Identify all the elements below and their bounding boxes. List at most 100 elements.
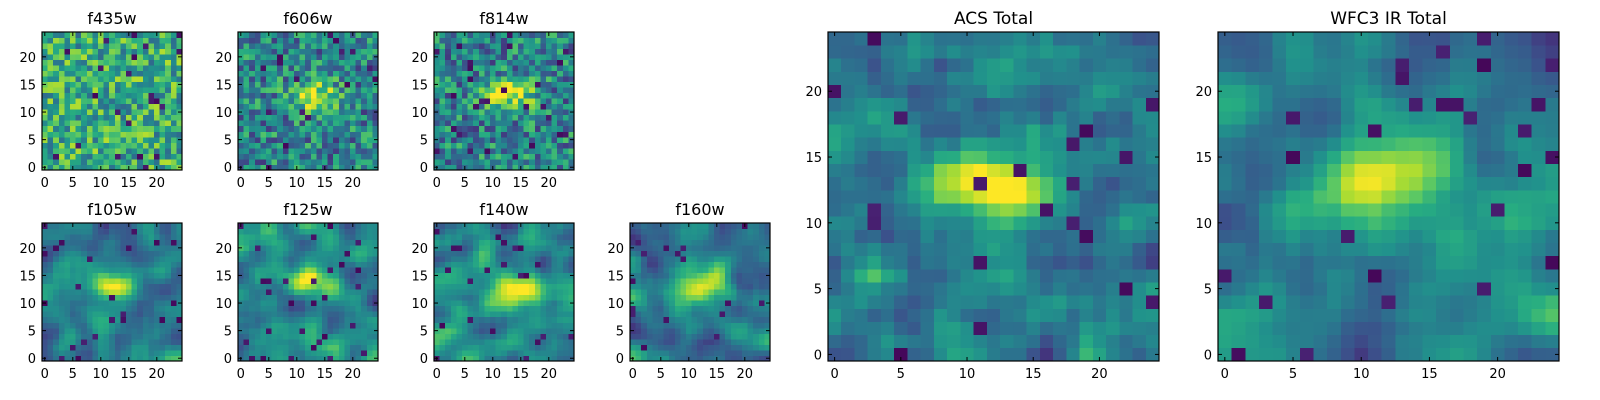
x-tick-label: 20	[541, 367, 558, 382]
heatmap-cell	[86, 109, 93, 116]
heatmap-cell	[131, 142, 138, 149]
heatmap-cell	[434, 92, 440, 99]
heatmap-cell	[282, 48, 289, 55]
heatmap-cell	[646, 305, 653, 312]
heatmap-cell	[854, 242, 869, 257]
heatmap-cell	[271, 349, 278, 356]
heatmap-cell	[562, 327, 569, 334]
heatmap-cell	[344, 245, 351, 251]
heatmap-cell	[120, 136, 127, 143]
heatmap-cell	[473, 164, 480, 171]
heatmap-cell	[86, 344, 93, 351]
heatmap-cell	[75, 98, 82, 105]
heatmap-cell	[512, 261, 519, 268]
heatmap-cell	[551, 355, 558, 362]
heatmap-cell	[529, 349, 536, 356]
heatmap-cell	[462, 333, 468, 340]
heatmap-cell	[753, 267, 760, 274]
heatmap-cell	[730, 344, 737, 351]
heatmap-cell	[764, 344, 771, 351]
heatmap-cell	[1106, 242, 1120, 257]
heatmap-cell	[478, 43, 485, 49]
heatmap-cell	[109, 278, 116, 285]
heatmap-cell	[81, 322, 88, 329]
heatmap-cell	[490, 98, 496, 105]
heatmap-cell	[512, 234, 519, 240]
heatmap-cell	[518, 109, 524, 116]
heatmap-cell	[506, 142, 513, 149]
heatmap-cell	[529, 278, 536, 285]
heatmap-cell	[148, 48, 155, 55]
heatmap-cell	[366, 294, 373, 301]
heatmap-cell	[439, 43, 446, 49]
panel-title: f435w	[87, 9, 136, 28]
heatmap-cell	[131, 81, 138, 88]
heatmap-cell	[557, 92, 564, 99]
heatmap-cell	[260, 333, 267, 340]
heatmap-cell	[686, 239, 692, 246]
heatmap-cell	[714, 267, 720, 274]
heatmap-cell	[120, 256, 127, 263]
heatmap-cell	[114, 158, 121, 165]
heatmap-cell	[126, 333, 132, 340]
heatmap-cell	[501, 87, 508, 94]
heatmap-cell	[1119, 242, 1133, 257]
heatmap-cell	[434, 311, 440, 318]
heatmap-cell	[64, 333, 71, 340]
heatmap-cell	[299, 76, 306, 83]
heatmap-cell	[540, 70, 547, 77]
heatmap-cell	[114, 164, 121, 171]
heatmap-cell	[551, 158, 558, 165]
heatmap-cell	[103, 136, 110, 143]
heatmap-cell	[170, 131, 177, 138]
heatmap-cell	[176, 153, 183, 160]
heatmap-cell	[299, 355, 306, 362]
heatmap-cell	[445, 65, 452, 72]
heatmap-cell	[42, 349, 48, 356]
heatmap-cell	[462, 239, 468, 246]
heatmap-cell	[165, 322, 172, 329]
heatmap-cell	[557, 311, 564, 318]
heatmap-cell	[467, 338, 474, 345]
heatmap-cell	[484, 300, 491, 307]
heatmap-cell	[238, 256, 244, 263]
heatmap-cell	[490, 158, 496, 165]
heatmap-cell	[170, 109, 177, 116]
heatmap-cell	[47, 43, 54, 49]
heatmap-cell	[310, 239, 317, 246]
heatmap-cell	[92, 228, 99, 235]
heatmap-cell	[126, 245, 132, 251]
heatmap-cell	[484, 153, 491, 160]
heatmap-cell	[103, 316, 110, 323]
heatmap-cell	[86, 98, 93, 105]
heatmap-cell	[92, 65, 99, 72]
heatmap-cell	[920, 282, 935, 296]
heatmap-cell	[288, 81, 295, 88]
heatmap-cell	[506, 228, 513, 235]
heatmap-cell	[58, 32, 65, 38]
heatmap-cell	[92, 283, 99, 290]
x-tick-label: 5	[69, 367, 77, 382]
heatmap-cell	[764, 349, 771, 356]
heatmap-cell	[1132, 163, 1147, 178]
heatmap-cell	[344, 316, 351, 323]
heatmap-cell	[641, 261, 648, 268]
heatmap-cell	[947, 268, 961, 283]
x-tick-label: 10	[93, 367, 110, 382]
heatmap-cell	[641, 272, 648, 279]
heatmap-cell	[58, 223, 65, 229]
heatmap-cell	[557, 349, 564, 356]
heatmap-cell	[92, 267, 99, 274]
heatmap-cell	[747, 333, 754, 340]
heatmap-cell	[473, 136, 480, 143]
heatmap-cell	[86, 142, 93, 149]
heatmap-cell	[478, 98, 485, 105]
heatmap-cell	[518, 92, 524, 99]
heatmap-cell	[271, 87, 278, 94]
heatmap-cell	[518, 142, 524, 149]
heatmap-cell	[114, 300, 121, 307]
heatmap-cell	[1106, 282, 1120, 296]
heatmap-cell	[350, 327, 356, 334]
heatmap-cell	[243, 256, 250, 263]
